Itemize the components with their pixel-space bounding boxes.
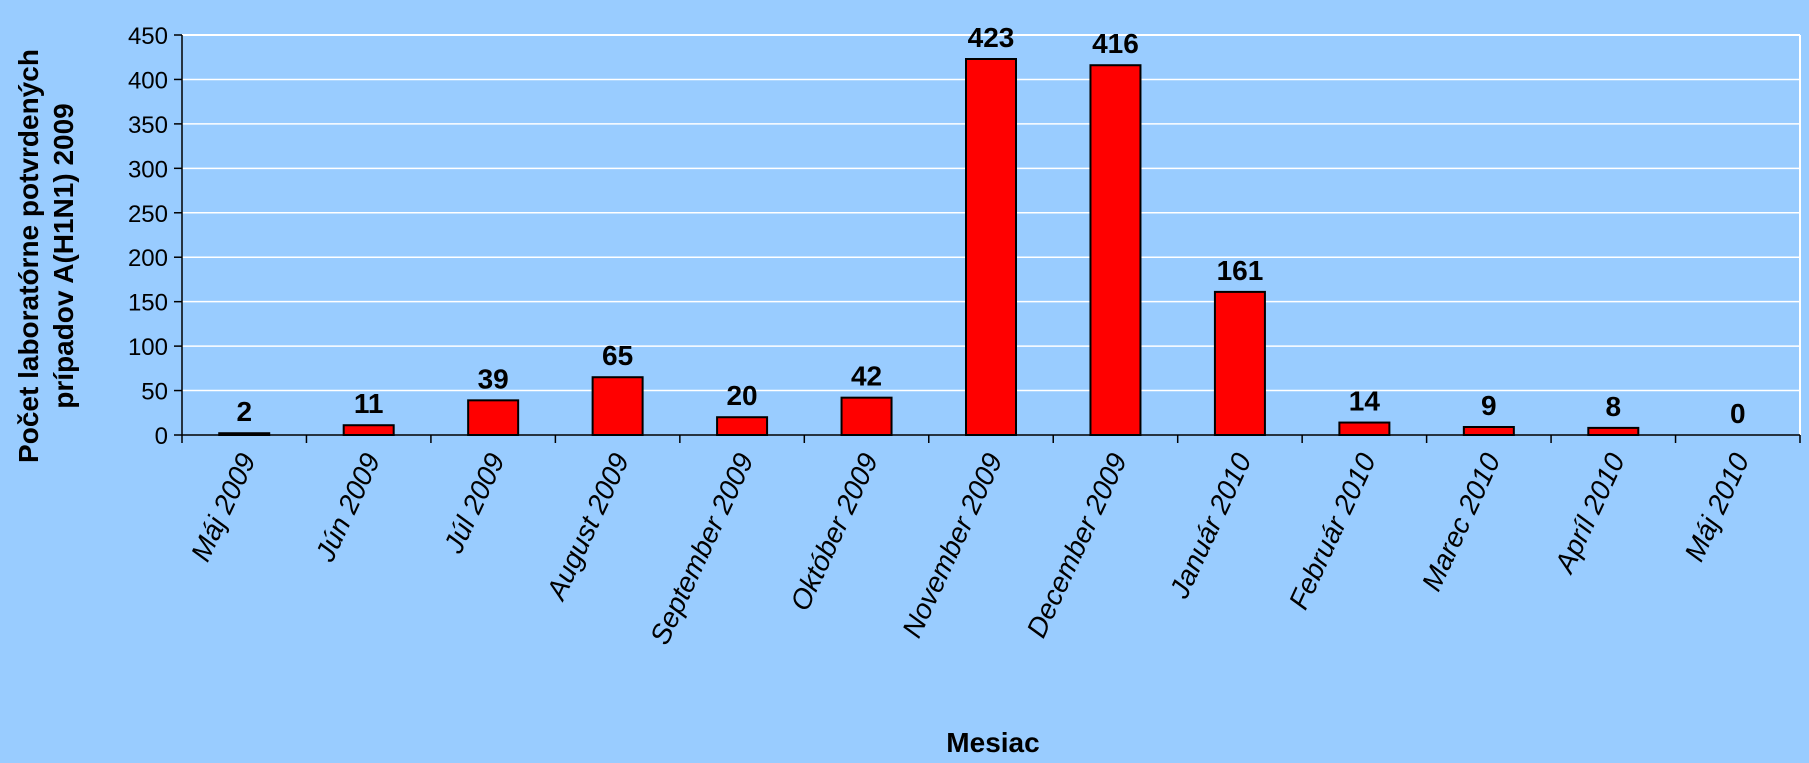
data-label: 42 [851, 361, 882, 392]
data-label: 2 [236, 396, 252, 427]
y-axis-title-line-1: Počet laboratórne potvrdených [13, 49, 44, 463]
data-label: 8 [1606, 391, 1622, 422]
bar [1089, 64, 1142, 436]
data-label: 20 [726, 380, 757, 411]
data-label: 9 [1481, 390, 1497, 421]
bar [1338, 421, 1391, 436]
y-tick-label: 150 [128, 290, 168, 317]
y-axis-ticks: 0 50 100 150 200 250 300 350 400 450 [128, 23, 168, 450]
bar [716, 416, 769, 437]
data-labels: 2 11 39 65 20 42 423 416 161 14 9 8 0 [236, 22, 1745, 429]
y-tick-label: 300 [128, 156, 168, 183]
x-axis-title: Mesiac [946, 727, 1039, 758]
bar [1587, 426, 1640, 436]
data-label: 0 [1730, 398, 1746, 429]
bar [467, 399, 520, 437]
bar [1213, 290, 1266, 436]
data-label: 416 [1092, 28, 1139, 59]
y-tick-label: 50 [141, 379, 168, 406]
y-tick-label: 0 [155, 423, 168, 450]
y-tick-label: 400 [128, 67, 168, 94]
bar [342, 424, 395, 437]
bar [965, 58, 1017, 436]
data-label: 11 [354, 388, 384, 419]
y-axis-title: Počet laboratórne potvrdených prípadov A… [13, 49, 79, 463]
data-label: 423 [968, 22, 1015, 53]
y-tick-label: 200 [128, 245, 168, 272]
data-label: 161 [1217, 255, 1264, 286]
bars [218, 58, 1640, 437]
y-tick-label: 450 [128, 23, 168, 50]
y-tick-label: 250 [128, 201, 168, 228]
data-label: 14 [1349, 386, 1381, 417]
data-label: 39 [478, 363, 509, 394]
bar [840, 396, 893, 436]
y-tick-label: 100 [128, 334, 168, 361]
bar [1462, 426, 1515, 436]
bar [591, 376, 644, 437]
bar [218, 432, 271, 437]
y-axis-title-line-2: prípadov A(H1N1) 2009 [48, 103, 79, 409]
data-label: 65 [602, 340, 633, 371]
y-tick-label: 350 [128, 112, 168, 139]
